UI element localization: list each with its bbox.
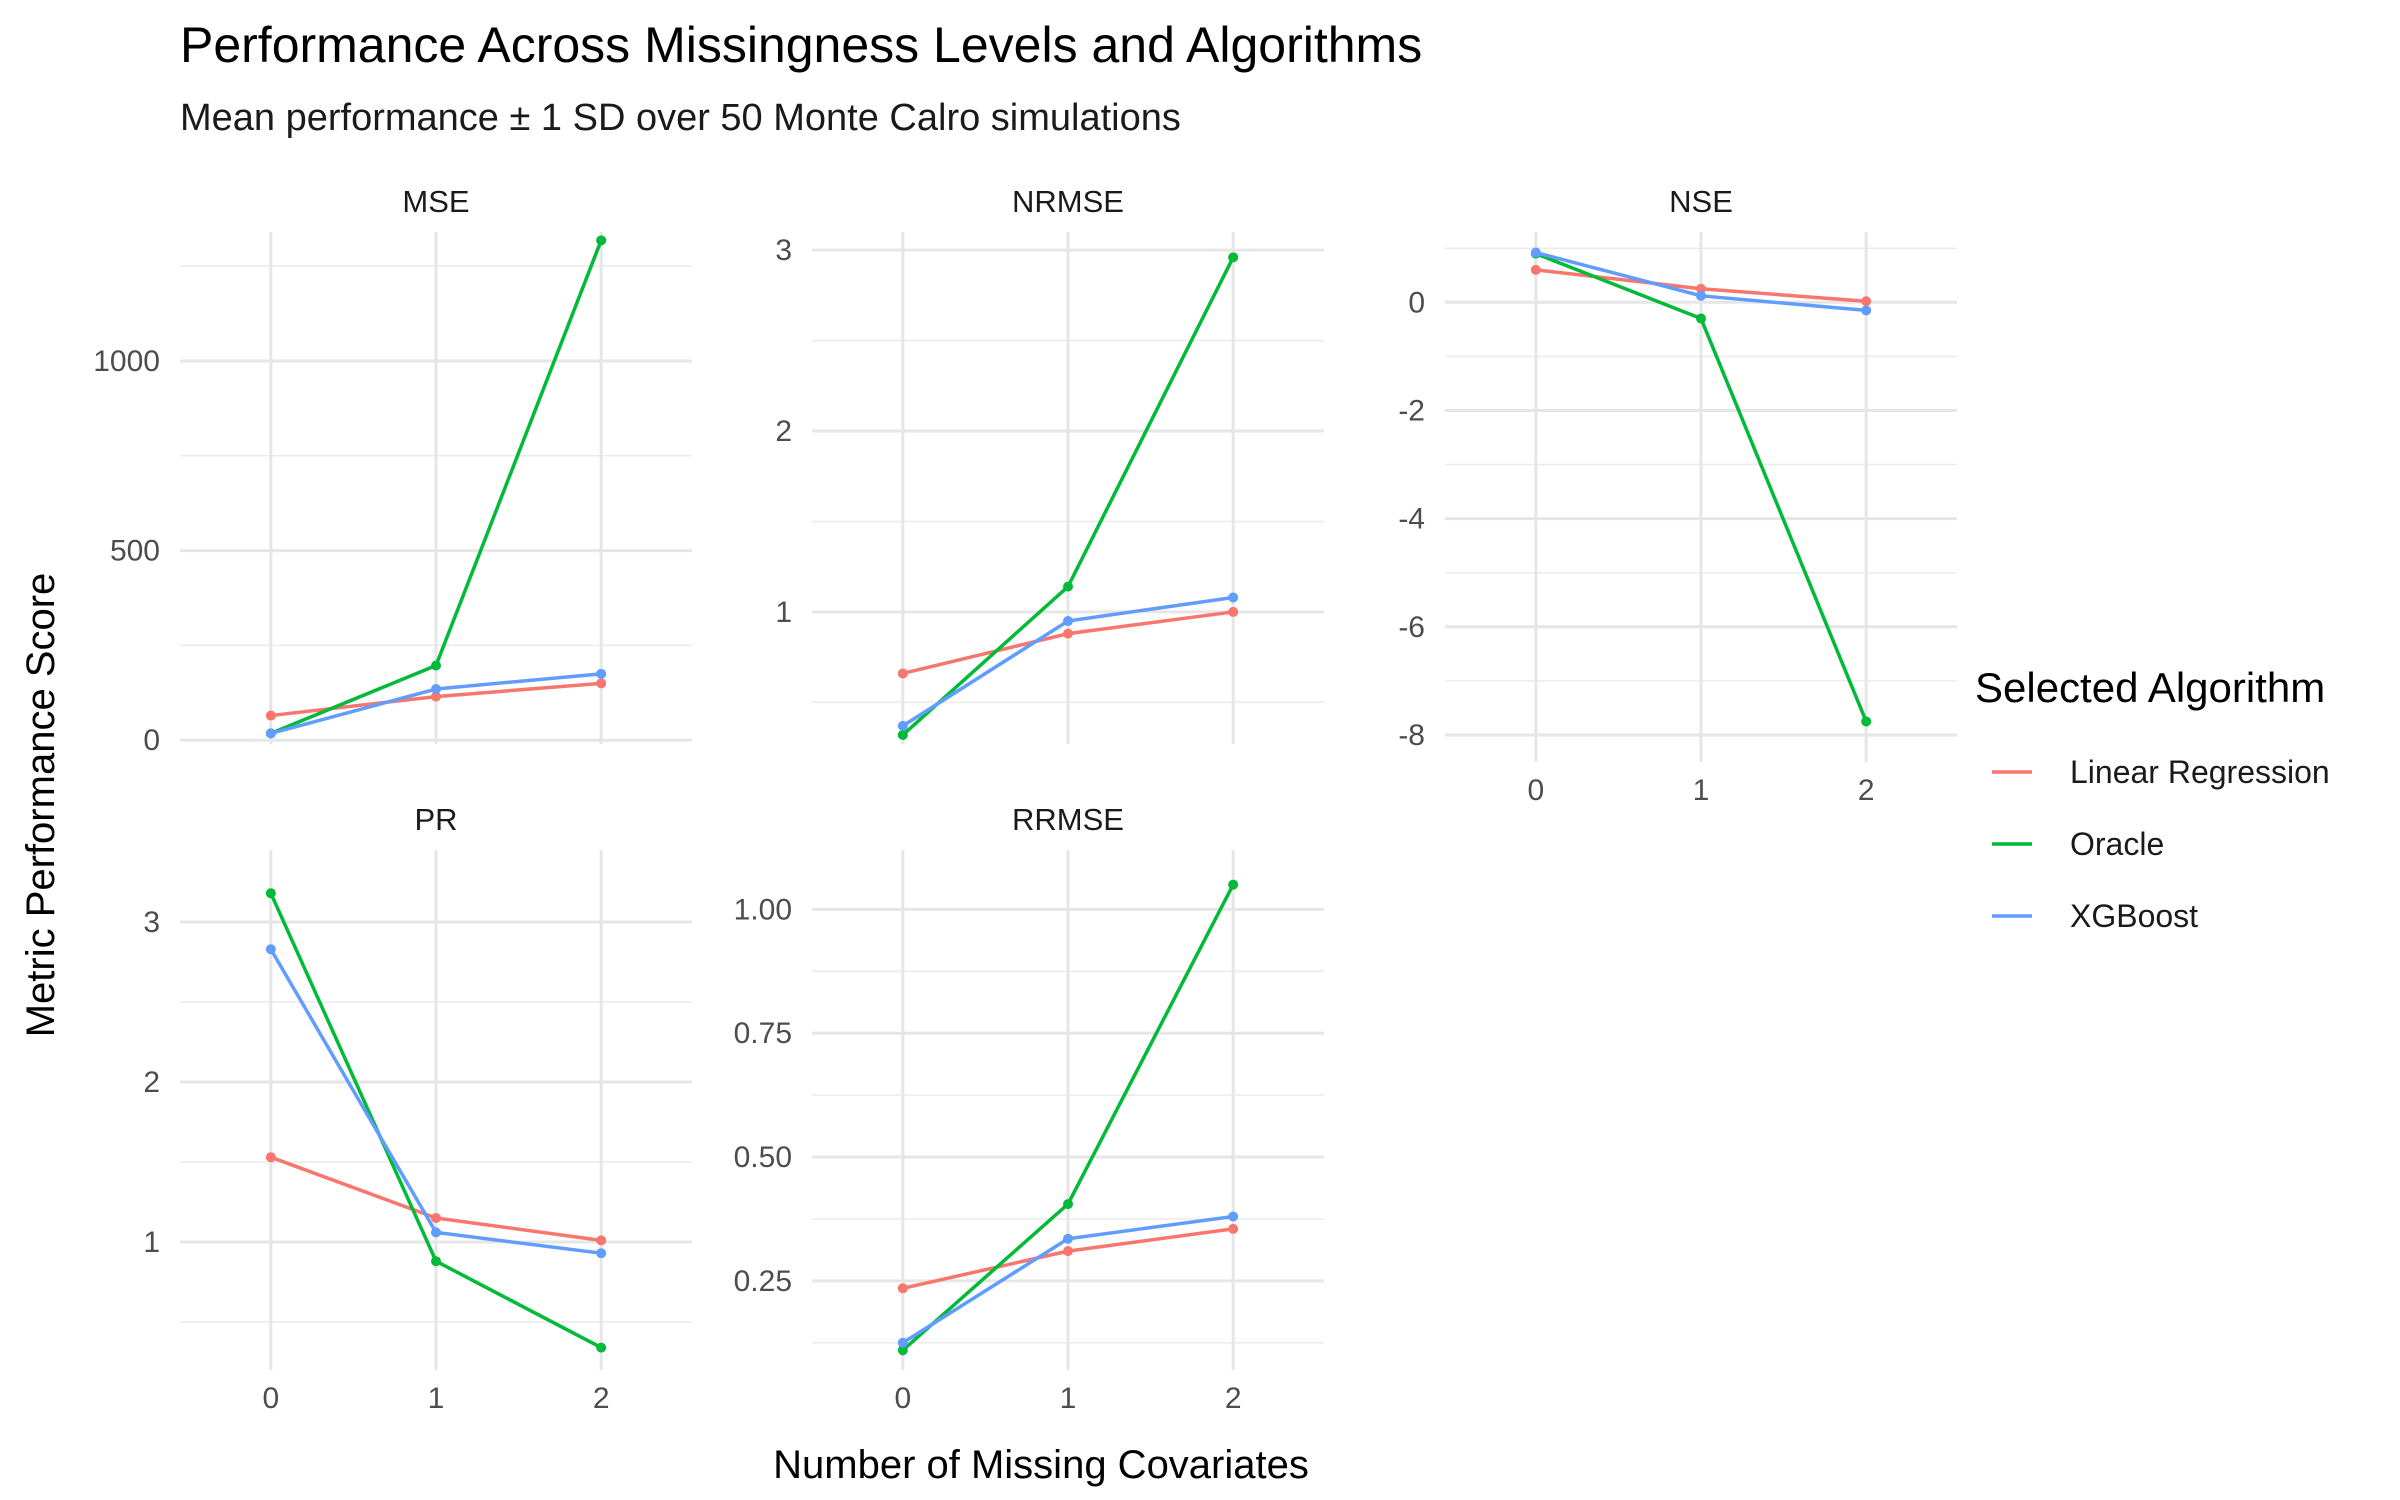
data-point-oracle [1696,313,1706,324]
legend-items: Linear Regression Oracle XGBoost [1992,754,2330,934]
chart-title: Performance Across Missingness Levels an… [180,17,1422,73]
data-point-oracle [1861,716,1872,727]
data-point-linear-regression [1696,283,1706,294]
data-point-xgboost [1228,592,1239,603]
y-tick-label: 1000 [93,345,160,378]
data-point-linear-regression [431,691,441,702]
y-tick-label: 1.00 [734,893,792,926]
y-tick-label: 1 [775,596,792,629]
data-point-xgboost [265,944,276,955]
data-point-oracle [431,660,441,671]
data-point-oracle [596,235,607,246]
facet-panels: MSE 0 500 1000 NRMSE 1 2 3 NSE -8 -6 -4 -2 0 0 1 2 PR 1 2 3 0… [93,184,1957,1415]
data-point-linear-regression [1861,296,1872,307]
data-point-oracle [265,888,276,899]
data-point-linear-regression [1228,606,1239,617]
data-point-linear-regression [897,1283,908,1294]
data-point-xgboost [596,668,607,679]
data-point-oracle [596,1342,607,1353]
y-axis-title: Metric Performance Score [19,573,63,1038]
x-tick-label: 0 [1527,774,1544,807]
data-point-oracle [1063,581,1073,592]
y-tick-label: 0.50 [734,1141,792,1174]
strip-label-rrmse: RRMSE [1012,802,1124,837]
data-point-xgboost [431,684,441,695]
chart-subtitle: Mean performance ± 1 SD over 50 Monte Ca… [180,97,1181,139]
data-point-oracle [431,1256,441,1267]
data-point-linear-regression [897,668,908,679]
x-axis-title: Number of Missing Covariates [773,1443,1309,1487]
data-point-linear-regression [596,1235,607,1246]
data-point-xgboost [1861,305,1872,316]
x-tick-label: 0 [894,1382,911,1415]
data-point-xgboost [265,728,276,739]
x-tick-label: 1 [428,1382,445,1415]
y-tick-label: 0 [1408,286,1425,319]
data-point-oracle [1228,252,1239,263]
legend-label-oracle: Oracle [2070,826,2164,862]
x-tick-label: 1 [1693,774,1710,807]
y-tick-label: 3 [143,906,160,939]
data-point-linear-regression [265,1152,276,1163]
data-point-oracle [1063,1199,1073,1210]
y-tick-label: 1 [143,1226,160,1259]
y-tick-label: 0.75 [734,1017,792,1050]
panel-mse: MSE 0 500 1000 [93,184,692,757]
data-point-xgboost [596,1248,607,1259]
strip-label-pr: PR [414,802,457,837]
x-tick-label: 0 [262,1382,279,1415]
panel-pr: PR 1 2 3 0 1 2 [143,802,692,1415]
data-point-xgboost [1696,290,1706,301]
legend: Selected Algorithm Linear Regression Orac… [1975,664,2330,934]
data-point-linear-regression [1530,264,1541,275]
data-point-xgboost [1228,1211,1239,1222]
x-tick-label: 2 [1225,1382,1242,1415]
x-tick-label: 2 [593,1382,610,1415]
data-point-xgboost [1530,247,1541,258]
y-tick-label: 3 [775,234,792,267]
data-point-linear-regression [431,1213,441,1223]
data-point-linear-regression [1228,1223,1239,1234]
strip-label-nrmse: NRMSE [1012,184,1124,219]
data-point-xgboost [431,1227,441,1238]
legend-label-xgboost: XGBoost [2070,898,2198,934]
panel-rrmse: RRMSE 0.25 0.50 0.75 1.00 0 1 2 [734,802,1324,1415]
data-point-xgboost [897,1337,908,1348]
y-tick-label: 500 [110,535,160,568]
panel-nrmse: NRMSE 1 2 3 [775,184,1324,744]
x-tick-label: 2 [1858,774,1875,807]
data-point-xgboost [897,720,908,731]
y-tick-label: 0.25 [734,1265,792,1298]
data-point-linear-regression [265,710,276,721]
panel-nse: NSE -8 -6 -4 -2 0 0 1 2 [1398,184,1957,807]
y-tick-label: 2 [775,415,792,448]
y-tick-label: -2 [1398,394,1425,427]
legend-label-linear-regression: Linear Regression [2070,754,2330,790]
data-point-linear-regression [596,678,607,689]
y-tick-label: 0 [143,724,160,757]
y-tick-label: -8 [1398,719,1425,752]
y-tick-label: -6 [1398,611,1425,644]
y-tick-label: -4 [1398,503,1425,536]
data-point-linear-regression [1063,628,1073,639]
y-tick-label: 2 [143,1066,160,1099]
data-point-xgboost [1063,1233,1073,1244]
data-point-oracle [897,729,908,740]
x-tick-label: 1 [1060,1382,1077,1415]
strip-label-nse: NSE [1669,184,1733,219]
legend-title: Selected Algorithm [1975,664,2325,711]
data-point-xgboost [1063,615,1073,626]
data-point-oracle [897,1345,908,1356]
data-point-oracle [1228,879,1239,890]
strip-label-mse: MSE [402,184,469,219]
data-point-linear-regression [1063,1246,1073,1257]
